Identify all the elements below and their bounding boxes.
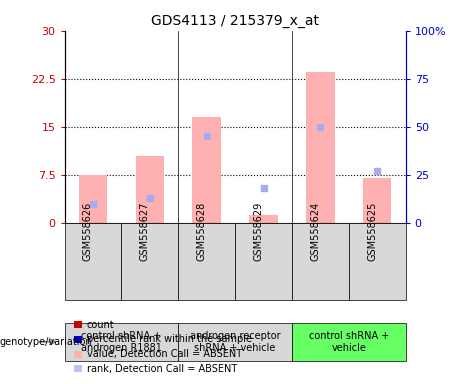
Bar <box>79 175 107 223</box>
Point <box>89 200 97 207</box>
Bar <box>306 72 335 223</box>
Text: GSM558625: GSM558625 <box>367 202 377 261</box>
Point <box>373 168 381 174</box>
Text: GSM558626: GSM558626 <box>83 202 93 261</box>
Point <box>203 133 210 139</box>
Bar <box>363 178 391 223</box>
Bar <box>136 156 164 223</box>
Title: GDS4113 / 215379_x_at: GDS4113 / 215379_x_at <box>151 14 319 28</box>
Text: GSM558624: GSM558624 <box>310 202 320 261</box>
Text: value, Detection Call = ABSENT: value, Detection Call = ABSENT <box>87 349 242 359</box>
Text: GSM558628: GSM558628 <box>197 202 207 261</box>
Text: GSM558629: GSM558629 <box>254 202 264 261</box>
Point <box>146 195 154 201</box>
Text: percentile rank within the sample: percentile rank within the sample <box>87 334 252 344</box>
Point <box>260 185 267 191</box>
Bar <box>193 117 221 223</box>
Text: count: count <box>87 320 114 330</box>
Text: rank, Detection Call = ABSENT: rank, Detection Call = ABSENT <box>87 364 237 374</box>
Text: genotype/variation: genotype/variation <box>0 337 93 347</box>
Bar <box>249 215 278 223</box>
Text: GSM558627: GSM558627 <box>140 202 150 261</box>
Text: control shRNA +
vehicle: control shRNA + vehicle <box>309 331 389 353</box>
Text: androgen receptor
shRNA + vehicle: androgen receptor shRNA + vehicle <box>190 331 280 353</box>
Point <box>317 124 324 130</box>
Text: control shRNA +
androgen R1881: control shRNA + androgen R1881 <box>81 331 162 353</box>
